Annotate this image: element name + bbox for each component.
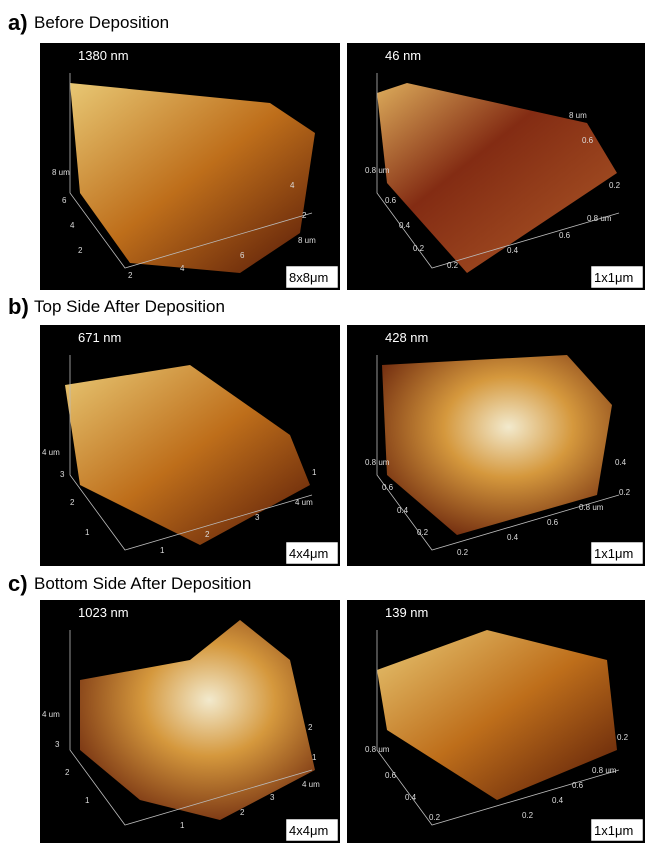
axis-tick-label: 4 um: [42, 448, 60, 457]
axis-tick-label: 3: [255, 513, 260, 522]
axis-tick-label: 0.6: [385, 196, 397, 205]
height-label: 428 nm: [385, 330, 428, 345]
axis-tick-label: 4: [180, 264, 185, 273]
axis-tick-label: 0.6: [382, 483, 394, 492]
scale-label: 1x1μm: [594, 546, 633, 561]
axis-tick-label: 1: [160, 546, 165, 555]
axis-tick-label: 2: [308, 723, 313, 732]
height-label: 46 nm: [385, 48, 421, 63]
panel-title: Top Side After Deposition: [34, 297, 225, 316]
axis-tick-label: 0.2: [413, 244, 425, 253]
axis-tick-label: 0.2: [417, 528, 429, 537]
scale-label: 8x8μm: [289, 270, 328, 285]
axis-tick-label: 1: [180, 821, 185, 830]
axis-tick-label: 8 um: [52, 168, 70, 177]
axis-tick-label: 4 um: [295, 498, 313, 507]
figure: a) Before Deposition 8 um 6 4 2 2 4 6 8 um 4 2 1380 …: [0, 0, 645, 843]
axis-tick-label: 3: [270, 793, 275, 802]
axis-tick-label: 2: [302, 211, 307, 220]
axis-tick-label: 8 um: [298, 236, 316, 245]
axis-tick-label: 2: [78, 246, 83, 255]
height-label: 139 nm: [385, 605, 428, 620]
axis-tick-label: 0.4: [552, 796, 564, 805]
axis-tick-label: 0.2: [447, 261, 459, 270]
axis-tick-label: 2: [240, 808, 245, 817]
axis-tick-label: 1: [85, 528, 90, 537]
axis-tick-label: 0.2: [429, 813, 441, 822]
height-label: 671 nm: [78, 330, 121, 345]
axis-tick-label: 0.6: [572, 781, 584, 790]
axis-tick-label: 0.8 um: [365, 745, 390, 754]
axis-tick-label: 2: [128, 271, 133, 280]
axis-tick-label: 0.2: [617, 733, 629, 742]
axis-tick-label: 3: [60, 470, 65, 479]
axis-tick-label: 0.6: [385, 771, 397, 780]
axis-tick-label: 4 um: [302, 780, 320, 789]
axis-tick-label: 0.6: [559, 231, 571, 240]
axis-tick-label: 0.4: [399, 221, 411, 230]
axis-tick-label: 6: [62, 196, 67, 205]
axis-tick-label: 0.4: [507, 533, 519, 542]
axis-tick-label: 4: [290, 181, 295, 190]
height-label: 1023 nm: [78, 605, 129, 620]
panel-label: a): [8, 10, 28, 35]
panel-label: c): [8, 571, 28, 596]
height-label: 1380 nm: [78, 48, 129, 63]
axis-tick-label: 2: [70, 498, 75, 507]
axis-tick-label: 6: [240, 251, 245, 260]
axis-tick-label: 0.4: [397, 506, 409, 515]
scale-label: 4x4μm: [289, 546, 328, 561]
axis-tick-label: 1: [85, 796, 90, 805]
scale-label: 1x1μm: [594, 270, 633, 285]
axis-tick-label: 0.2: [609, 181, 621, 190]
axis-tick-label: 0.8 um: [365, 166, 390, 175]
axis-tick-label: 1: [312, 468, 317, 477]
axis-tick-label: 0.8 um: [587, 214, 612, 223]
axis-tick-label: 0.8 um: [365, 458, 390, 467]
panel-label: b): [8, 294, 29, 319]
axis-tick-label: 4: [70, 221, 75, 230]
axis-tick-label: 3: [55, 740, 60, 749]
scale-label: 1x1μm: [594, 823, 633, 838]
axis-tick-label: 0.2: [522, 811, 534, 820]
axis-tick-label: 0.2: [619, 488, 631, 497]
axis-tick-label: 0.4: [615, 458, 627, 467]
panel-title: Before Deposition: [34, 13, 169, 32]
axis-tick-label: 1: [312, 753, 317, 762]
axis-tick-label: 0.6: [547, 518, 559, 527]
panel-title: Bottom Side After Deposition: [34, 574, 251, 593]
axis-tick-label: 0.6: [582, 136, 594, 145]
scale-label: 4x4μm: [289, 823, 328, 838]
axis-tick-label: 2: [205, 530, 210, 539]
axis-tick-label: 0.4: [405, 793, 417, 802]
axis-tick-label: 0.8 um: [592, 766, 617, 775]
axis-tick-label: 0.8 um: [579, 503, 604, 512]
axis-tick-label: 8 um: [569, 111, 587, 120]
axis-tick-label: 4 um: [42, 710, 60, 719]
axis-tick-label: 2: [65, 768, 70, 777]
axis-tick-label: 0.4: [507, 246, 519, 255]
axis-tick-label: 0.2: [457, 548, 469, 557]
